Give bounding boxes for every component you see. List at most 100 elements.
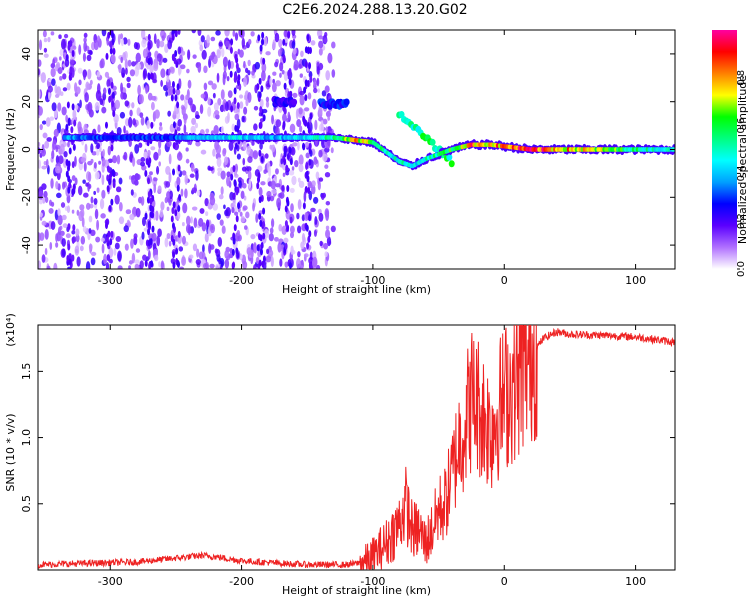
noise-blob: [307, 187, 311, 195]
noise-blob: [61, 214, 67, 221]
noise-blob: [259, 44, 263, 52]
noise-blob: [197, 30, 202, 37]
noise-blob: [251, 70, 255, 76]
noise-blob: [127, 59, 132, 67]
noise-blob: [320, 119, 324, 131]
noise-blob: [50, 31, 55, 36]
noise-blob: [180, 188, 184, 197]
noise-blob: [177, 230, 181, 238]
noise-blob: [222, 56, 228, 68]
noise-blob: [250, 249, 254, 259]
noise-blob: [101, 189, 106, 199]
noise-blob: [325, 225, 330, 231]
noise-blob: [202, 244, 205, 253]
noise-blob: [148, 250, 151, 260]
noise-blob: [116, 154, 121, 165]
noise-blob: [83, 192, 89, 198]
noise-blob: [210, 223, 216, 234]
noise-blob: [298, 163, 304, 173]
noise-blob: [209, 263, 215, 269]
noise-blob: [164, 237, 169, 248]
noise-blob: [289, 158, 293, 166]
noise-blob: [195, 114, 201, 119]
noise-blob: [205, 128, 210, 134]
noise-blob: [67, 119, 71, 127]
noise-blob: [176, 152, 183, 161]
noise-blob: [79, 99, 82, 109]
noise-blob: [272, 39, 276, 50]
noise-blob: [160, 68, 166, 79]
noise-blob: [166, 191, 171, 200]
noise-blob: [200, 93, 206, 99]
noise-blob: [160, 260, 165, 269]
noise-blob: [232, 165, 236, 173]
noise-blob: [222, 74, 226, 86]
noise-blob: [144, 212, 148, 220]
noise-blob: [261, 70, 266, 82]
noise-blob: [300, 241, 305, 250]
noise-blob: [95, 149, 100, 156]
noise-blob: [292, 47, 297, 55]
noise-blob: [94, 171, 100, 180]
noise-blob: [87, 68, 92, 80]
noise-blob: [236, 229, 241, 237]
noise-blob: [313, 87, 318, 94]
noise-blob: [247, 69, 251, 76]
noise-blob: [224, 258, 230, 269]
noise-blob: [289, 123, 296, 134]
noise-blob: [302, 115, 306, 123]
noise-blob: [215, 30, 221, 36]
noise-blob: [71, 161, 75, 169]
noise-blob: [59, 91, 64, 97]
noise-blob: [124, 67, 128, 75]
noise-blob: [137, 84, 141, 96]
noise-blob: [102, 87, 107, 95]
noise-blob: [154, 254, 159, 262]
noise-blob: [56, 62, 61, 69]
noise-blob: [258, 187, 263, 197]
noise-blob: [211, 83, 217, 90]
noise-blob: [261, 38, 265, 46]
noise-blob: [282, 113, 287, 123]
noise-blob: [293, 59, 299, 71]
noise-blob: [67, 141, 70, 148]
noise-blob: [233, 75, 237, 83]
noise-blob: [298, 107, 303, 115]
noise-blob: [150, 72, 154, 80]
noise-blob: [102, 92, 107, 101]
noise-blob: [220, 89, 225, 100]
noise-blob: [292, 142, 298, 147]
noise-blob: [191, 117, 197, 125]
noise-blob: [105, 236, 109, 244]
noise-blob: [72, 183, 76, 191]
noise-blob: [61, 248, 66, 257]
noise-blob: [272, 71, 277, 76]
noise-blob: [232, 30, 236, 37]
noise-blob: [185, 158, 190, 164]
noise-blob: [262, 255, 266, 263]
noise-blob: [147, 190, 151, 198]
noise-blob: [122, 52, 126, 61]
noise-blob: [151, 95, 157, 101]
noise-blob: [226, 175, 231, 187]
x-tick-label: -200: [229, 274, 254, 287]
noise-blob: [222, 148, 227, 157]
noise-blob: [157, 228, 162, 238]
noise-blob: [83, 41, 88, 53]
noise-blob: [42, 132, 48, 139]
noise-blob: [260, 85, 264, 93]
noise-blob: [114, 194, 120, 205]
noise-blob: [191, 30, 196, 34]
noise-blob: [43, 190, 48, 198]
noise-blob: [65, 170, 69, 178]
noise-blob: [112, 155, 118, 164]
noise-blob: [275, 168, 279, 175]
noise-blob: [111, 100, 115, 108]
noise-blob: [124, 100, 130, 107]
noise-blob: [271, 144, 276, 153]
noise-blob: [280, 244, 285, 252]
noise-blob: [57, 102, 62, 112]
noise-blob: [262, 221, 266, 229]
noise-blob: [185, 147, 189, 152]
